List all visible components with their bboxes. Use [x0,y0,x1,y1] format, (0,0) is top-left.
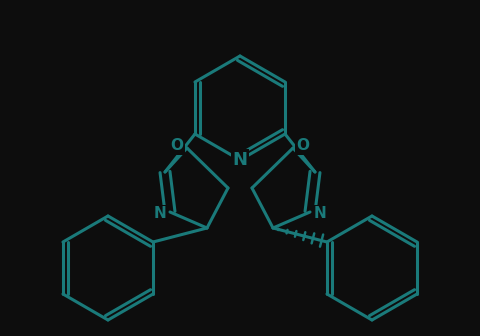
Text: O: O [170,138,183,154]
Text: N: N [154,207,167,221]
Text: N: N [313,207,326,221]
Text: N: N [232,151,248,169]
Text: O: O [297,138,310,154]
